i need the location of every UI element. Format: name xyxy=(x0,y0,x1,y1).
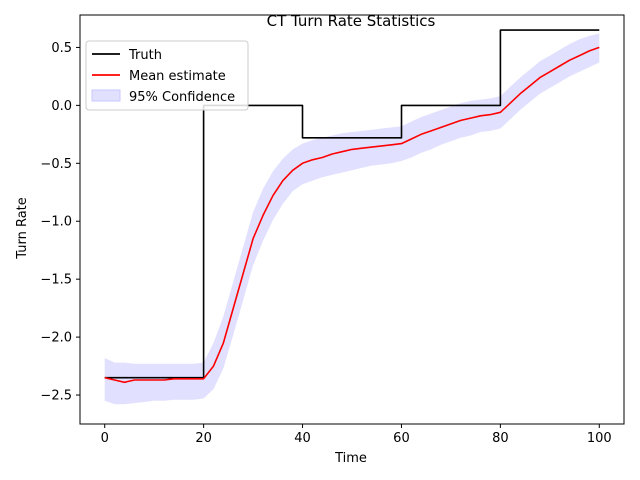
mean-estimate-line xyxy=(104,46,600,384)
y-tick-label: −1.5 xyxy=(40,273,72,288)
y-tick-label: −2.5 xyxy=(40,389,72,404)
y-tick-label: −2.0 xyxy=(40,331,72,346)
axes-frame xyxy=(79,14,625,425)
chart-title: CT Turn Rate Statistics xyxy=(267,12,436,30)
x-tick-label: 40 xyxy=(294,431,311,446)
truth-line xyxy=(104,29,600,379)
x-tick-label: 100 xyxy=(587,431,612,446)
legend: Truth Mean estimate 95% Confidence xyxy=(85,40,249,111)
y-axis: 0.5 0.0 −0.5 −1.0 −1.5 −2.0 −2.5 xyxy=(40,41,80,404)
y-axis-label: Turn Rate xyxy=(15,197,30,260)
plot-area xyxy=(104,29,600,405)
legend-mean-label: Mean estimate xyxy=(129,69,226,84)
x-tick-label: 0 xyxy=(101,431,109,446)
legend-confidence-swatch xyxy=(91,89,121,102)
x-tick-label: 80 xyxy=(492,431,509,446)
x-axis: 0 20 40 60 80 100 xyxy=(101,424,612,446)
x-axis-label: Time xyxy=(334,451,367,466)
y-tick-label: −0.5 xyxy=(40,157,72,172)
legend-box xyxy=(85,40,249,111)
y-tick-label: 0.5 xyxy=(51,41,72,56)
x-tick-label: 60 xyxy=(393,431,410,446)
y-tick-label: 0.0 xyxy=(51,99,72,114)
confidence-band xyxy=(104,33,600,405)
legend-truth-label: Truth xyxy=(128,48,162,63)
x-tick-label: 20 xyxy=(195,431,212,446)
legend-confidence-label: 95% Confidence xyxy=(129,90,235,105)
y-tick-label: −1.0 xyxy=(40,215,72,230)
